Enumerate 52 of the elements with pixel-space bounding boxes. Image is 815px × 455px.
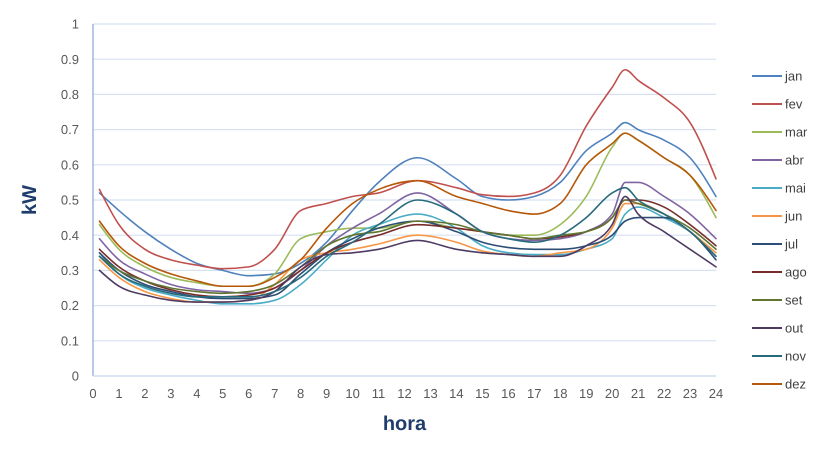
legend-label: fev xyxy=(785,96,803,112)
legend-label: abr xyxy=(785,152,804,168)
x-tick-label: 19 xyxy=(578,386,594,401)
y-tick-label: 1 xyxy=(72,16,79,32)
x-axis-title: hora xyxy=(382,413,428,435)
line-series xyxy=(98,216,717,300)
legend-label: out xyxy=(785,320,804,336)
x-tick-label: 15 xyxy=(475,386,490,401)
legend-label: jun xyxy=(784,208,802,224)
legend-label: mar xyxy=(785,124,808,140)
x-tick-label: 20 xyxy=(604,386,620,401)
x-tick-label: 22 xyxy=(656,386,672,401)
y-tick-label: 0.8 xyxy=(60,86,79,102)
legend-label: jul xyxy=(784,236,798,252)
x-tick-label: 21 xyxy=(630,386,646,401)
x-tick-label: 14 xyxy=(449,386,464,401)
legend-label: jan xyxy=(784,68,802,84)
x-tick-label: 3 xyxy=(167,386,174,401)
y-tick-label: 0.9 xyxy=(60,52,79,67)
y-tick-label: 0.3 xyxy=(60,262,79,278)
x-tick-label: 16 xyxy=(501,386,516,401)
y-axis-title: kW xyxy=(19,184,41,215)
y-tick-label: 0 xyxy=(72,368,79,384)
legend-label: nov xyxy=(785,348,806,364)
legend-label: dez xyxy=(785,376,806,392)
x-tick-label: 18 xyxy=(553,386,568,401)
line-series xyxy=(98,68,717,270)
x-tick-label: 5 xyxy=(219,386,226,401)
y-tick-label: 0.1 xyxy=(60,333,79,348)
x-tick-label: 17 xyxy=(527,386,542,401)
x-tick-label: 10 xyxy=(345,386,360,401)
y-tick-label: 0.4 xyxy=(60,228,79,243)
x-tick-label: 23 xyxy=(682,386,698,401)
x-tick-label: 13 xyxy=(423,386,438,401)
x-tick-label: 0 xyxy=(89,386,97,401)
x-tick-label: 4 xyxy=(193,386,200,401)
x-tick-label: 8 xyxy=(297,386,304,401)
y-tick-label: 0.5 xyxy=(60,192,79,208)
legend-label: ago xyxy=(785,264,807,280)
x-tick-label: 6 xyxy=(245,386,252,401)
x-tick-label: 12 xyxy=(397,386,412,401)
x-tick-label: 11 xyxy=(372,386,386,401)
x-tick-label: 9 xyxy=(323,386,330,401)
legend-label: set xyxy=(785,292,803,308)
x-tick-label: 2 xyxy=(141,386,149,401)
x-tick-label: 1 xyxy=(115,386,123,401)
y-tick-label: 0.2 xyxy=(60,298,79,314)
y-tick-label: 0.6 xyxy=(60,157,79,172)
legend-label: mai xyxy=(785,180,806,196)
y-tick-label: 0.7 xyxy=(60,122,79,138)
x-tick-label: 24 xyxy=(708,386,724,401)
x-tick-label: 7 xyxy=(271,386,278,401)
